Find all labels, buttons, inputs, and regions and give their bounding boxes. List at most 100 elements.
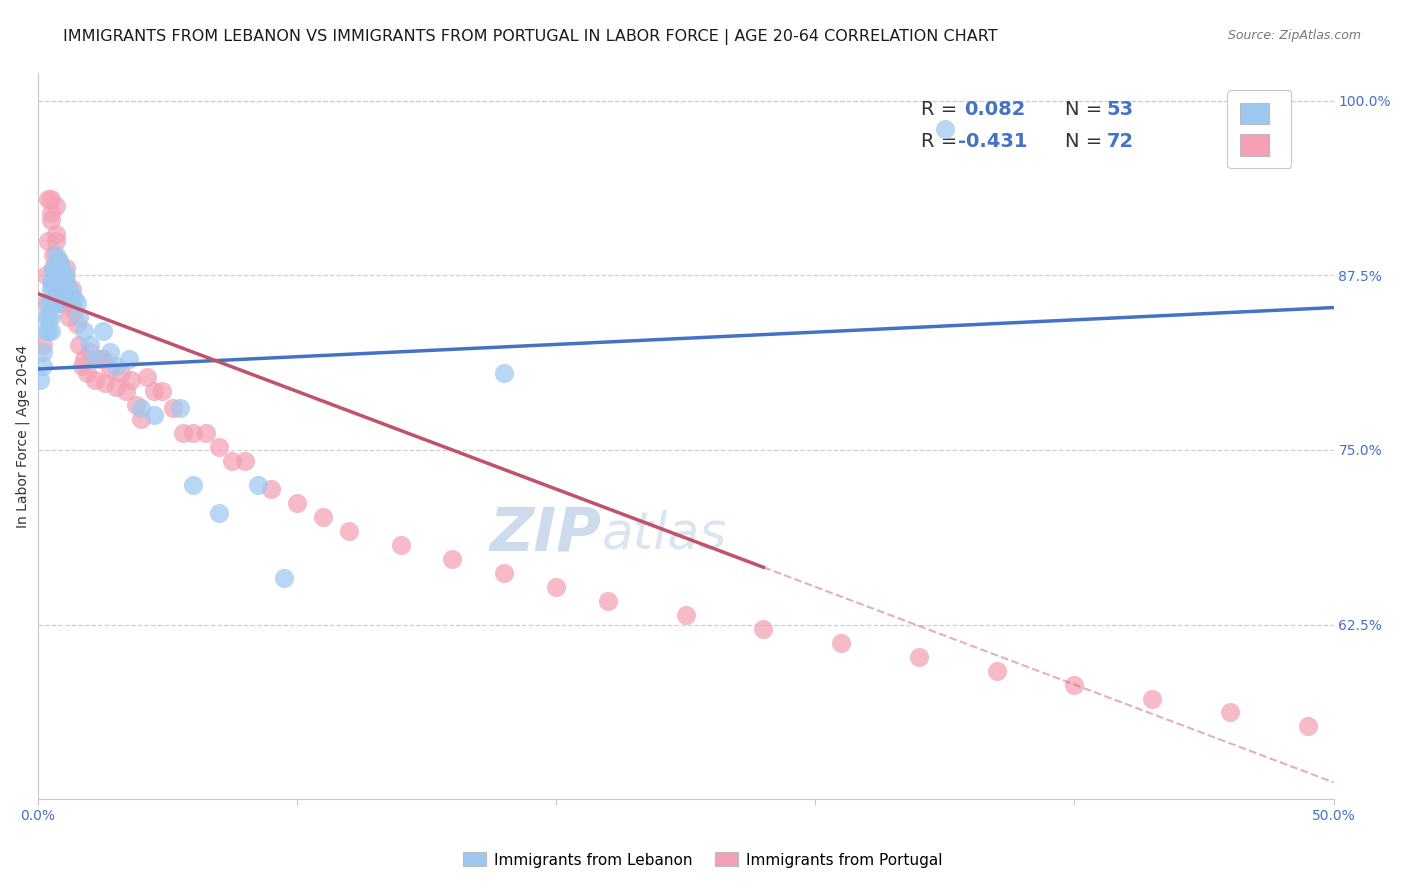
Point	[1063, 677, 1085, 691]
Point	[45, 247, 67, 261]
Point	[675, 607, 697, 622]
Point	[45, 276, 67, 290]
Point	[100, 345, 122, 359]
Point	[34, 310, 56, 325]
Point	[1219, 706, 1241, 720]
Point	[37, 296, 59, 310]
Point	[55, 261, 77, 276]
Point	[172, 426, 194, 441]
Point	[55, 276, 77, 290]
Point	[546, 580, 568, 594]
Point	[247, 478, 270, 492]
Point	[52, 282, 75, 296]
Point	[37, 234, 59, 248]
Point	[908, 649, 931, 664]
Point	[131, 401, 153, 416]
Point	[143, 384, 166, 399]
Point	[37, 310, 59, 325]
Point	[55, 268, 77, 283]
Point	[104, 380, 127, 394]
Text: N =: N =	[1066, 100, 1109, 119]
Point	[337, 524, 360, 538]
Point	[120, 373, 142, 387]
Point	[67, 338, 90, 352]
Point	[42, 261, 65, 276]
Point	[135, 370, 157, 384]
Point	[1296, 719, 1319, 733]
Point	[42, 268, 65, 283]
Point	[76, 366, 98, 380]
Point	[34, 268, 56, 283]
Point	[37, 324, 59, 338]
Point	[48, 254, 70, 268]
Point	[273, 571, 295, 585]
Point	[125, 398, 148, 412]
Point	[55, 282, 77, 296]
Point	[596, 594, 619, 608]
Point	[233, 454, 256, 468]
Point	[48, 282, 70, 296]
Text: IMMIGRANTS FROM LEBANON VS IMMIGRANTS FROM PORTUGAL IN LABOR FORCE | AGE 20-64 C: IMMIGRANTS FROM LEBANON VS IMMIGRANTS FR…	[63, 29, 998, 45]
Point	[32, 338, 55, 352]
Point	[934, 121, 956, 136]
Text: R =: R =	[921, 100, 965, 119]
Point	[221, 454, 243, 468]
Point	[79, 345, 101, 359]
Point	[63, 303, 86, 318]
Point	[208, 440, 231, 454]
Point	[389, 538, 412, 552]
Point	[60, 289, 83, 303]
Point	[195, 426, 218, 441]
Point	[58, 310, 80, 325]
Point	[48, 296, 70, 310]
Point	[49, 259, 72, 273]
Point	[83, 373, 105, 387]
Point	[181, 426, 204, 441]
Text: 0.082: 0.082	[965, 100, 1025, 119]
Point	[42, 276, 65, 290]
Point	[45, 234, 67, 248]
Point	[94, 376, 117, 390]
Point	[52, 296, 75, 310]
Point	[91, 324, 114, 338]
Point	[45, 227, 67, 241]
Text: 53: 53	[1107, 100, 1133, 119]
Point	[39, 324, 62, 338]
Point	[115, 384, 138, 399]
Point	[58, 296, 80, 310]
Point	[110, 366, 132, 380]
Text: ZIP: ZIP	[489, 505, 602, 564]
Point	[60, 282, 83, 296]
Point	[104, 359, 127, 374]
Point	[48, 268, 70, 283]
Point	[100, 362, 122, 376]
Point	[66, 296, 89, 310]
Point	[39, 212, 62, 227]
Point	[39, 276, 62, 290]
Point	[39, 192, 62, 206]
Point	[73, 324, 96, 338]
Legend: , : ,	[1227, 90, 1291, 169]
Point	[89, 352, 111, 367]
Text: atlas: atlas	[602, 509, 727, 559]
Point	[73, 352, 96, 367]
Point	[48, 254, 70, 268]
Point	[37, 192, 59, 206]
Point	[49, 282, 72, 296]
Point	[131, 412, 153, 426]
Point	[42, 296, 65, 310]
Point	[143, 408, 166, 422]
Point	[49, 296, 72, 310]
Point	[752, 622, 775, 636]
Point	[494, 566, 516, 580]
Text: -0.431: -0.431	[957, 132, 1028, 152]
Point	[49, 268, 72, 283]
Point	[181, 478, 204, 492]
Point	[162, 401, 184, 416]
Point	[52, 268, 75, 283]
Text: N =: N =	[1066, 132, 1109, 152]
Point	[52, 282, 75, 296]
Point	[312, 510, 335, 524]
Point	[830, 635, 852, 649]
Point	[441, 552, 464, 566]
